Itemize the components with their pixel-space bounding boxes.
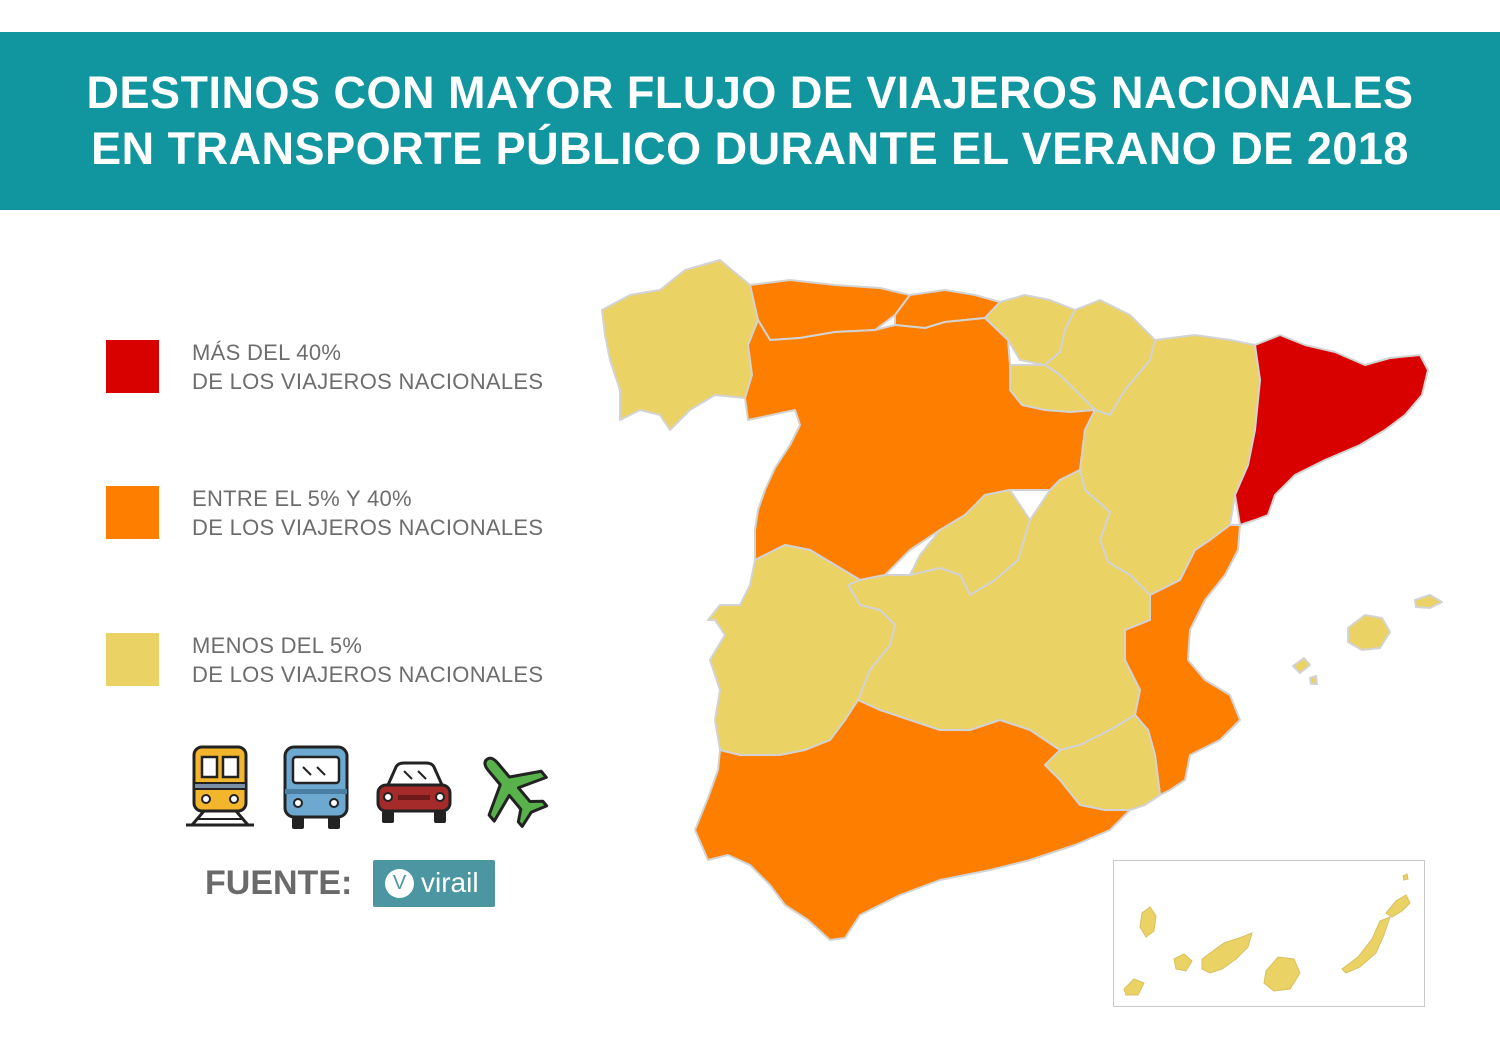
bus-icon xyxy=(283,745,349,829)
legend-label-high: MÁS DEL 40% DE LOS VIAJEROS NACIONALES xyxy=(192,338,543,396)
canary-gran-canaria xyxy=(1263,956,1301,992)
title-line-1: DESTINOS CON MAYOR FLUJO DE VIAJEROS NAC… xyxy=(86,67,1414,118)
legend-swatch-low xyxy=(106,633,159,686)
title-line-2: EN TRANSPORTE PÚBLICO DURANTE EL VERANO … xyxy=(91,123,1409,174)
region-baleares-formentera xyxy=(1309,675,1318,685)
legend-swatch-mid xyxy=(106,486,159,539)
legend-label-low-line1: MENOS DEL 5% xyxy=(192,633,363,658)
airplane-icon xyxy=(483,756,549,828)
canary-la-graciosa xyxy=(1402,873,1409,881)
canary-tenerife xyxy=(1201,932,1253,974)
canary-islands-inset xyxy=(1113,860,1425,1007)
legend-label-mid-line1: ENTRE EL 5% Y 40% xyxy=(192,486,412,511)
virail-logo: V virail xyxy=(373,860,495,907)
legend-swatch-high xyxy=(106,340,159,393)
title-banner: DESTINOS CON MAYOR FLUJO DE VIAJEROS NAC… xyxy=(0,32,1500,210)
legend-label-low-line2: DE LOS VIAJEROS NACIONALES xyxy=(192,662,544,687)
legend-item-low: MENOS DEL 5% DE LOS VIAJEROS NACIONALES xyxy=(106,631,576,691)
legend-item-high: MÁS DEL 40% DE LOS VIAJEROS NACIONALES xyxy=(106,338,576,398)
canary-fuerteventura xyxy=(1341,916,1391,974)
region-baleares-ibiza xyxy=(1292,657,1311,674)
region-andalucia xyxy=(694,699,1131,941)
legend-label-high-line1: MÁS DEL 40% xyxy=(192,340,342,365)
canary-lanzarote xyxy=(1385,894,1411,918)
train-icon xyxy=(186,745,254,827)
region-valencia xyxy=(1124,524,1241,796)
legend-label-high-line2: DE LOS VIAJEROS NACIONALES xyxy=(192,369,544,394)
legend-label-mid: ENTRE EL 5% Y 40% DE LOS VIAJEROS NACION… xyxy=(192,484,543,542)
transport-icons xyxy=(178,745,558,835)
source-label: FUENTE: xyxy=(205,864,353,902)
region-baleares-mallorca xyxy=(1347,614,1391,651)
region-baleares-menorca xyxy=(1414,594,1443,609)
canary-la-gomera xyxy=(1173,953,1193,972)
region-cataluna xyxy=(1234,334,1429,526)
virail-logo-mark: V xyxy=(385,869,414,898)
canary-la-palma xyxy=(1139,906,1157,938)
region-galicia xyxy=(601,259,759,431)
legend-item-mid: ENTRE EL 5% Y 40% DE LOS VIAJEROS NACION… xyxy=(106,484,576,544)
canary-el-hierro xyxy=(1123,978,1145,996)
canary-islands-map xyxy=(1123,873,1411,996)
car-icon xyxy=(376,761,452,823)
spain-map xyxy=(601,259,1443,941)
legend-label-mid-line2: DE LOS VIAJEROS NACIONALES xyxy=(192,515,544,540)
virail-logo-name: virail xyxy=(421,867,479,898)
legend-label-low: MENOS DEL 5% DE LOS VIAJEROS NACIONALES xyxy=(192,631,543,689)
